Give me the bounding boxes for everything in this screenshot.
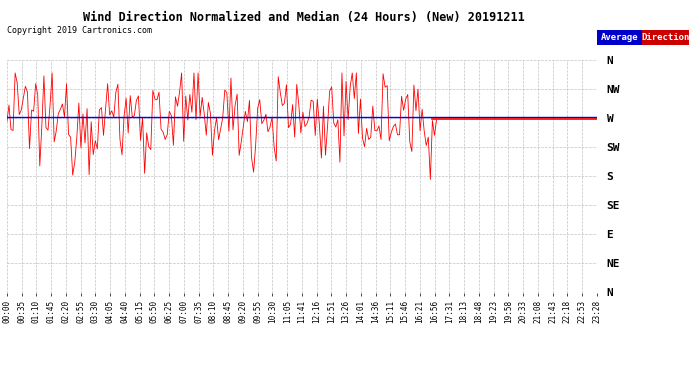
Text: Wind Direction Normalized and Median (24 Hours) (New) 20191211: Wind Direction Normalized and Median (24… — [83, 11, 524, 24]
Text: Direction: Direction — [642, 33, 690, 42]
Text: Average: Average — [600, 33, 638, 42]
Text: Copyright 2019 Cartronics.com: Copyright 2019 Cartronics.com — [7, 26, 152, 35]
